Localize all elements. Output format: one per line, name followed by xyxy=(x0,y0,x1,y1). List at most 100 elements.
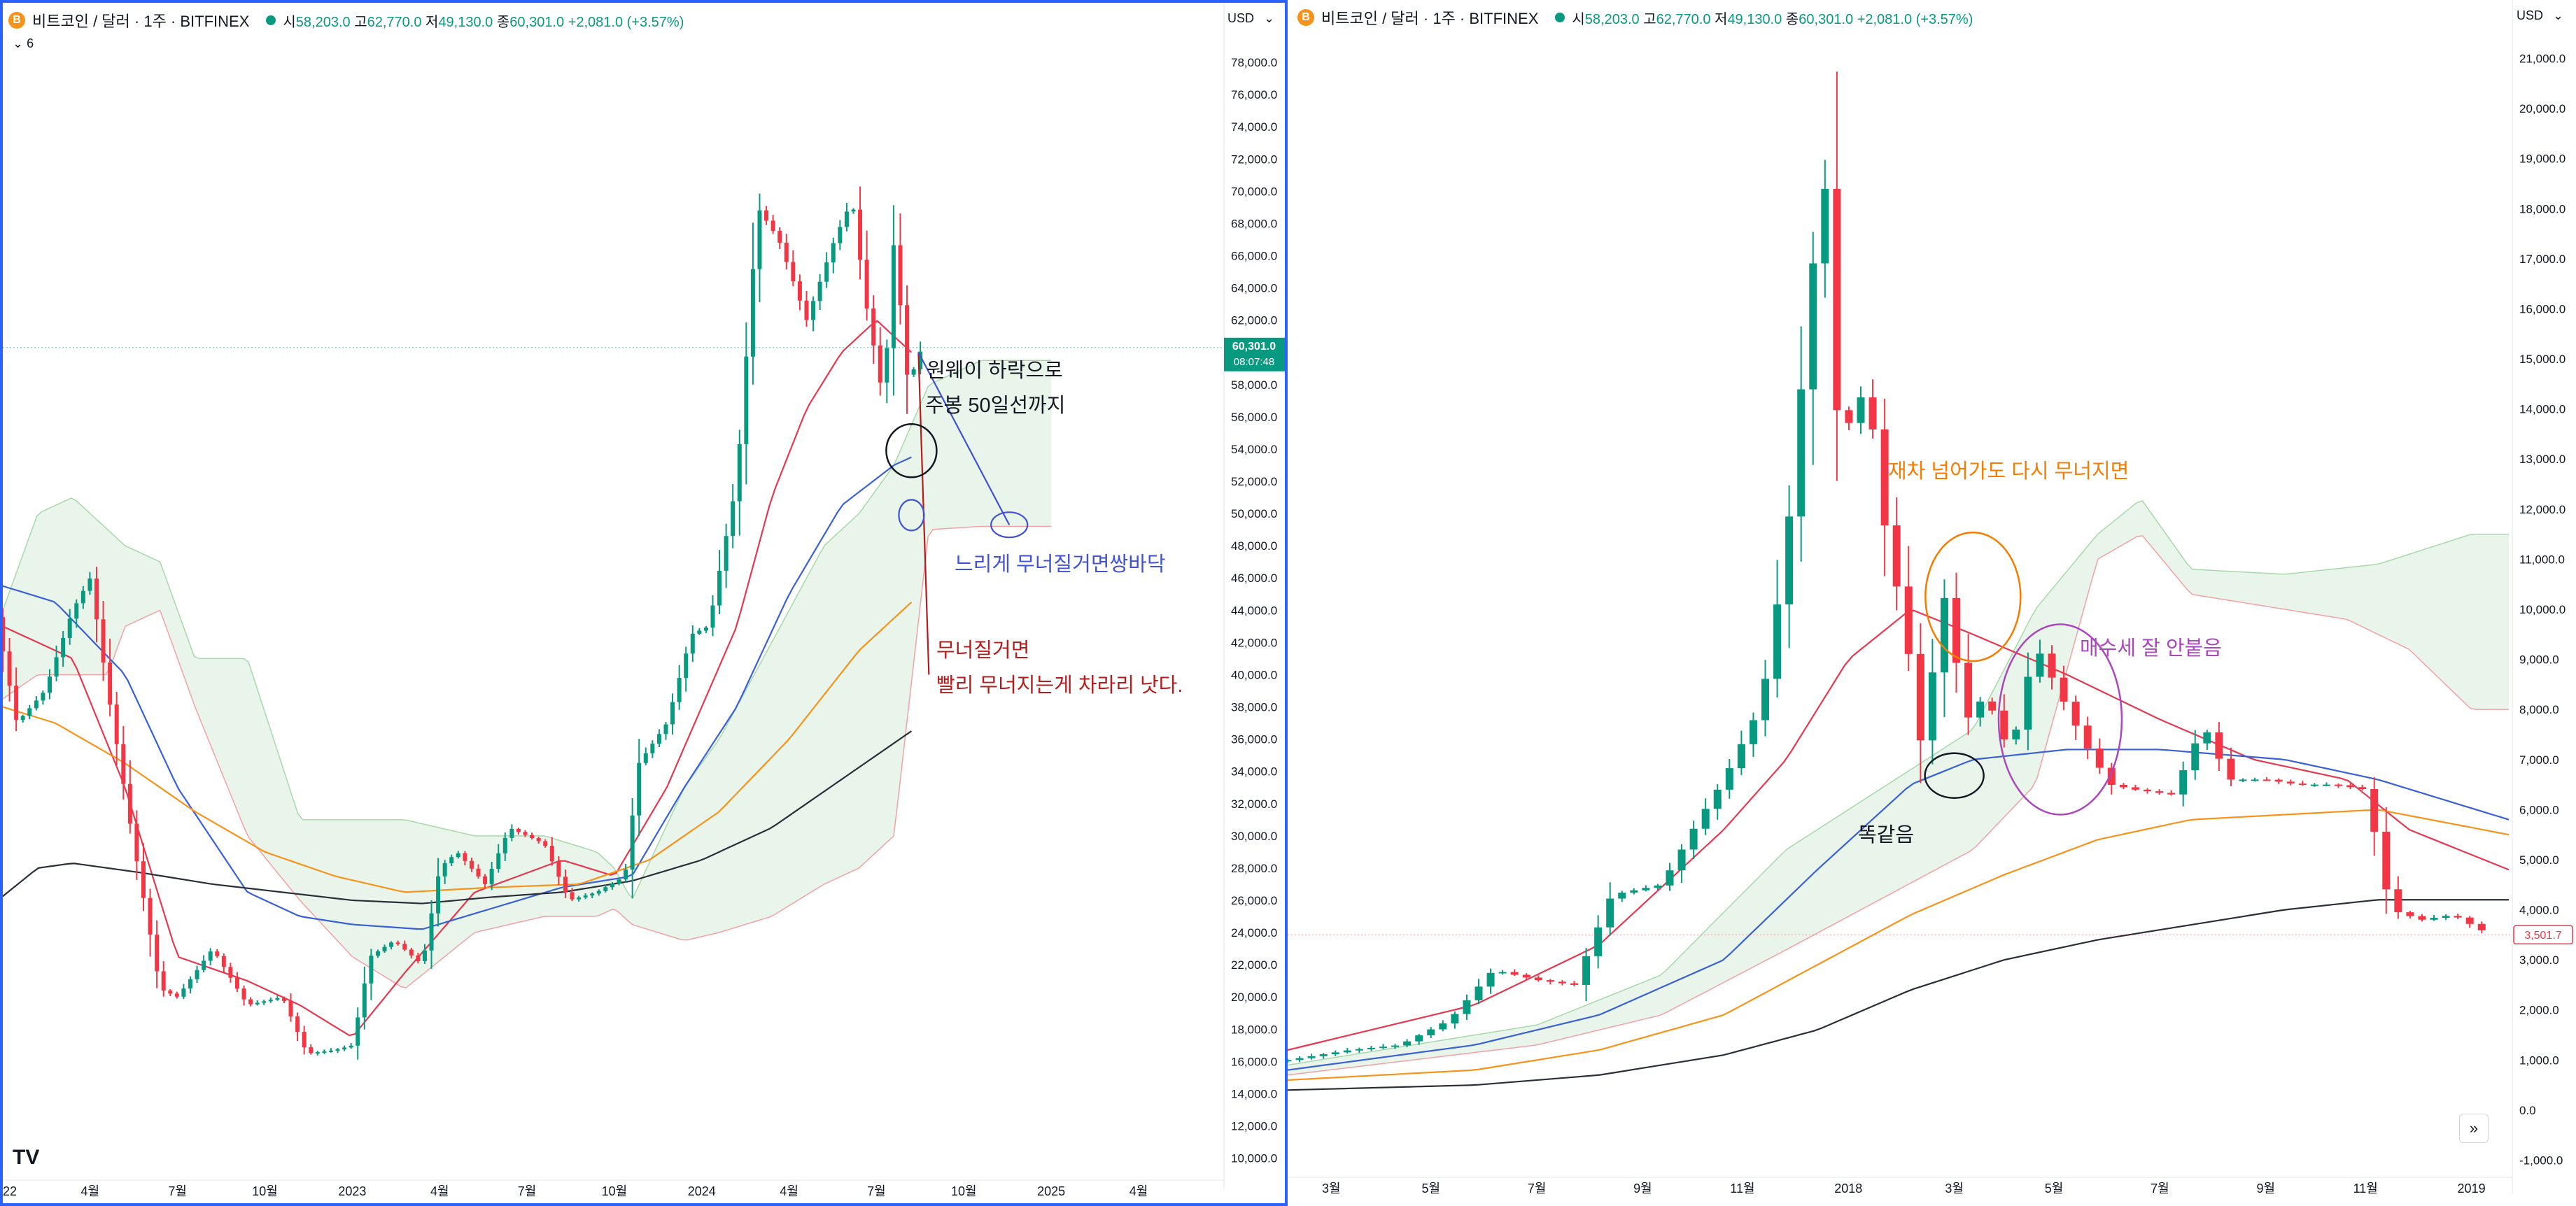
cloud-span-a xyxy=(3,360,1052,900)
candle-down xyxy=(2382,831,2391,890)
symbol-header[interactable]: B 비트코인 / 달러 · 1주 · BITFINEX 시58,203.0 고6… xyxy=(8,10,684,31)
time-axis[interactable]: 2022 4월 7월 10월 2023 4월 7월 10월 2024 4월 7월 10월 2025 4월 xyxy=(3,1179,1224,1198)
candle-down xyxy=(3,617,5,652)
price-tick-label: 76,000.0 xyxy=(1231,88,1277,101)
candle-up xyxy=(610,883,614,888)
candle-down xyxy=(898,245,903,306)
candle-up xyxy=(2430,918,2438,920)
ichimoku-cloud xyxy=(3,360,1052,988)
candle-down xyxy=(549,846,554,862)
candle-up xyxy=(731,501,736,537)
candle-down xyxy=(2060,677,2068,702)
candle-up xyxy=(1474,986,1483,1000)
candle-up xyxy=(670,702,675,725)
candle-up xyxy=(255,1002,260,1005)
candle-up xyxy=(1391,1045,1400,1047)
candle-up xyxy=(1618,893,1626,899)
trend-line-blue[interactable] xyxy=(917,352,1011,525)
candle-up xyxy=(624,869,628,880)
time-tick-label: 10월 xyxy=(602,1184,628,1198)
candle-up xyxy=(489,869,494,884)
left-chart-panel[interactable]: B 비트코인 / 달러 · 1주 · BITFINEX 시58,203.0 고6… xyxy=(0,0,1288,1206)
candle-down xyxy=(536,838,541,842)
market-status-icon xyxy=(1555,13,1565,22)
time-axis[interactable]: 3월 5월 7월 9월 11월 2018 3월 5월 7월 9월 11월 2019 xyxy=(1288,1177,2512,1196)
currency-selector[interactable]: USD ⌄ xyxy=(2517,8,2564,22)
candle-up xyxy=(677,678,682,702)
cloud-span-a xyxy=(1288,500,2509,1066)
price-tick-label: 17,000.0 xyxy=(2519,253,2566,266)
candle-down xyxy=(483,876,488,884)
ellipse-black[interactable] xyxy=(885,423,938,478)
annotation-text: 재차 넘어가도 다시 무너지면 xyxy=(1888,460,2129,483)
currency-selector[interactable]: USD ⌄ xyxy=(1227,11,1275,25)
series-line-ma20 xyxy=(3,320,913,1037)
ellipse-purple[interactable] xyxy=(1997,623,2123,816)
candle-up xyxy=(650,744,655,753)
ellipse-blue-small[interactable] xyxy=(898,499,925,532)
candle-down xyxy=(2119,785,2127,788)
candle-down xyxy=(797,281,802,301)
right-chart-svg[interactable]: 21,000.0 20,000.0 19,000.0 18,000.0 17,000.0… xyxy=(1288,0,2576,1206)
candle-up xyxy=(617,879,621,884)
candle-up xyxy=(703,627,708,631)
symbol-title[interactable]: 비트코인 / 달러 · 1주 · BITFINEX xyxy=(32,13,250,30)
candle-down xyxy=(302,1032,307,1048)
candle-up xyxy=(1737,744,1745,769)
candle-down xyxy=(791,262,796,282)
ellipse-black[interactable] xyxy=(1924,752,1985,799)
price-tick-label: 3,000.0 xyxy=(2519,953,2559,967)
time-tick-label: 7월 xyxy=(168,1184,187,1198)
candle-down xyxy=(2095,749,2104,768)
ellipse-blue[interactable] xyxy=(990,511,1029,539)
left-chart-svg[interactable]: 78,000.0 76,000.0 74,000.0 72,000.0 70,000.0… xyxy=(3,3,1285,1203)
candle-down xyxy=(1833,189,1841,411)
candle-up xyxy=(831,243,836,263)
candle-up xyxy=(844,211,849,227)
candle-down xyxy=(2465,917,2474,924)
time-tick-label: 2018 xyxy=(1834,1182,1862,1196)
price-axis[interactable]: 78,000.0 76,000.0 74,000.0 72,000.0 70,000.0… xyxy=(1231,56,1277,1165)
price-tick-label: 20,000.0 xyxy=(1231,991,1277,1004)
candle-up xyxy=(195,970,199,979)
right-chart-panel[interactable]: B 비트코인 / 달러 · 1주 · BITFINEX 시58,203.0 고6… xyxy=(1288,0,2576,1206)
candle-up xyxy=(851,209,856,212)
candle-up xyxy=(1821,189,1829,264)
candle-up xyxy=(328,1050,333,1052)
candle-up xyxy=(1319,1054,1328,1056)
indicator-toggle[interactable]: ⌄ 6 xyxy=(13,36,34,50)
symbol-title[interactable]: 비트코인 / 달러 · 1주 · BITFINEX xyxy=(1321,10,1539,27)
candle-up xyxy=(1582,956,1591,985)
candle-up xyxy=(1713,789,1722,809)
candle-up xyxy=(1451,1014,1459,1023)
candle-down xyxy=(530,835,535,839)
price-tick-label: 1,000.0 xyxy=(2519,1054,2559,1067)
series-line-ma100 xyxy=(3,601,913,893)
cloud-span-b xyxy=(3,525,1052,988)
ellipse-orange[interactable] xyxy=(1924,531,2022,662)
candle-down xyxy=(2071,701,2080,726)
candle-up xyxy=(342,1047,347,1050)
candle-down xyxy=(556,861,561,877)
scroll-to-realtime-button[interactable]: » xyxy=(2459,1114,2489,1143)
price-axis[interactable]: 21,000.0 20,000.0 19,000.0 18,000.0 17,000.0… xyxy=(2519,52,2566,1167)
candle-down xyxy=(864,260,869,308)
symbol-header[interactable]: B 비트코인 / 달러 · 1주 · BITFINEX 시58,203.0 고6… xyxy=(1297,7,1973,28)
candle-down xyxy=(1546,980,1554,982)
candle-up xyxy=(637,762,642,816)
candle-down xyxy=(570,892,575,900)
candle-down xyxy=(416,955,421,962)
candle-down xyxy=(2298,783,2307,786)
candle-down xyxy=(108,662,113,705)
price-tick-label: 72,000.0 xyxy=(1231,152,1277,166)
candle-down xyxy=(2107,767,2116,786)
candle-down xyxy=(309,1047,314,1054)
candle-up xyxy=(643,753,648,763)
candle-up xyxy=(1439,1023,1447,1030)
time-tick-label: 3월 xyxy=(1945,1182,1964,1196)
ichimoku-cloud xyxy=(1288,500,2509,1076)
candle-up xyxy=(577,897,582,900)
price-tick-label: 62,000.0 xyxy=(1231,314,1277,327)
